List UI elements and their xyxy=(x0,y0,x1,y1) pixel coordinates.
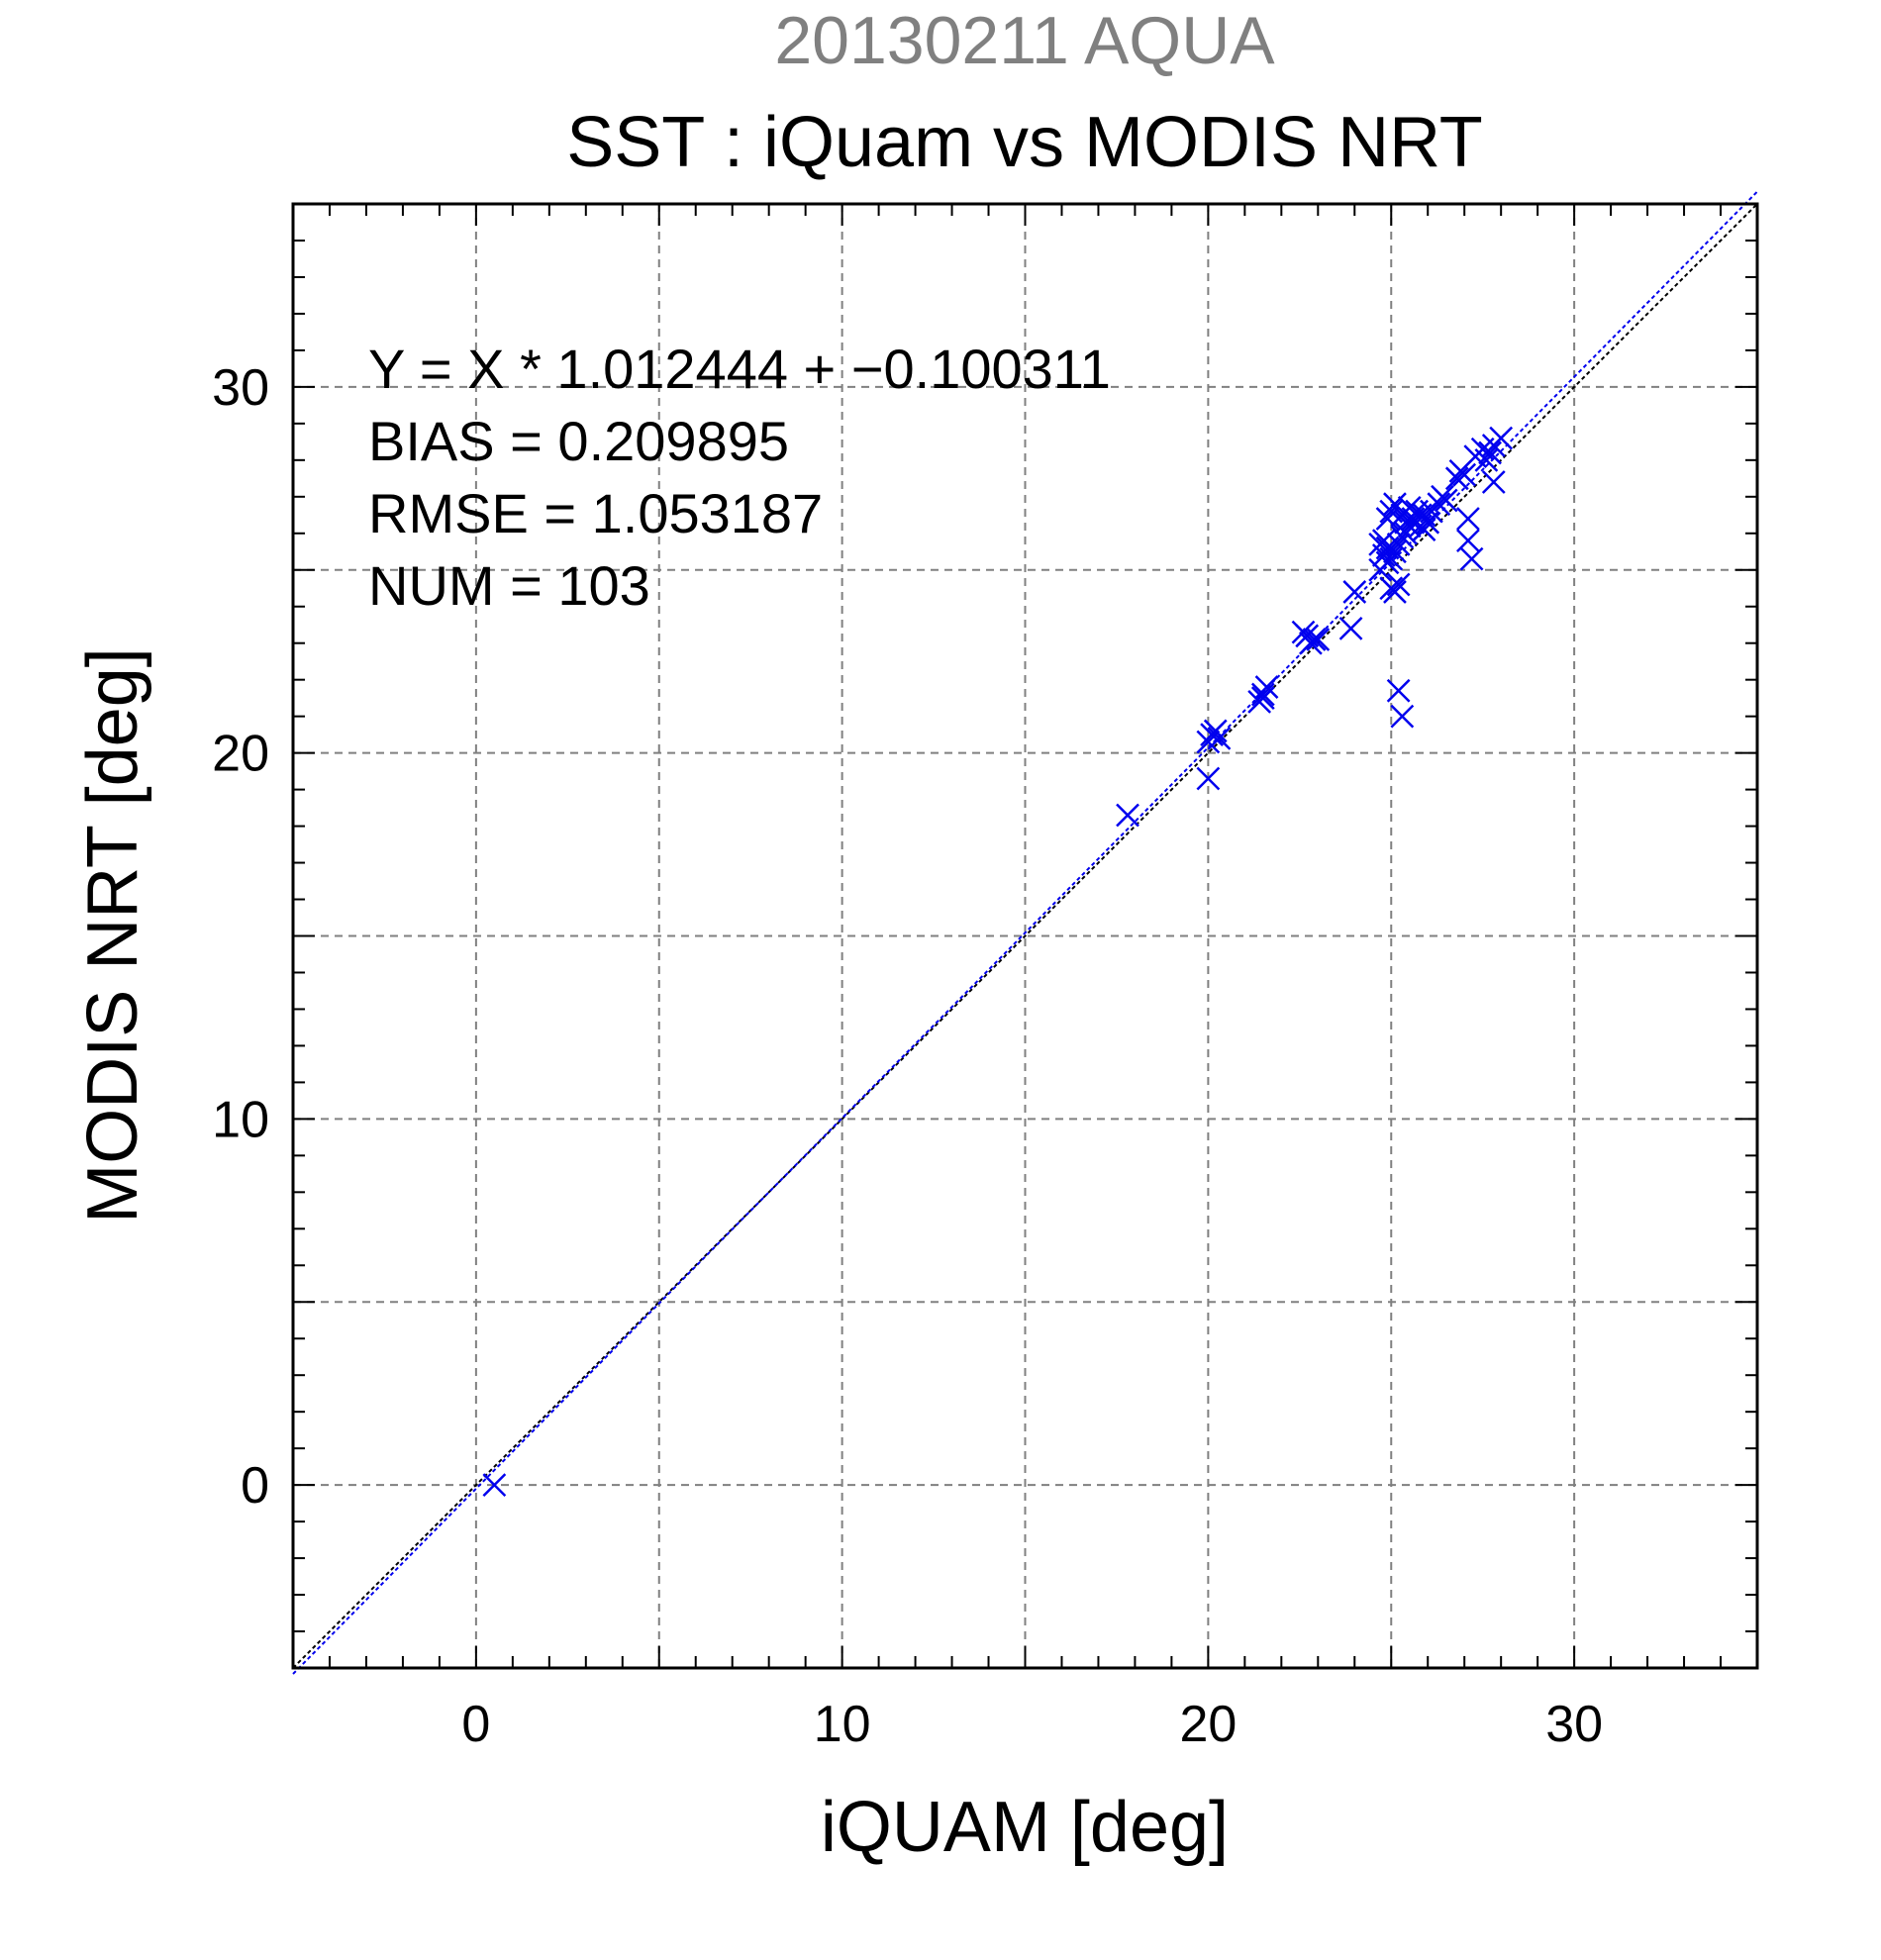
date-title: 20130211 AQUA xyxy=(774,3,1275,78)
data-point xyxy=(1302,628,1327,651)
data-point xyxy=(1408,514,1433,539)
y-tick-label: 20 xyxy=(212,726,269,783)
y-tick-label: 0 xyxy=(241,1457,269,1515)
data-point xyxy=(482,1473,507,1498)
data-point xyxy=(1456,529,1480,553)
data-point xyxy=(1383,539,1407,564)
stats-annotation: Y = X * 1.012444 + −0.100311 BIAS = 0.20… xyxy=(368,338,1111,617)
data-point xyxy=(1394,521,1418,545)
grid-lines xyxy=(293,204,1757,1668)
x-tick-label: 20 xyxy=(1179,1696,1237,1753)
x-tick-label: 10 xyxy=(814,1696,871,1753)
data-point xyxy=(1481,470,1506,494)
identity-line xyxy=(292,203,1758,1669)
rmse-value: RMSE = 1.053187 xyxy=(368,482,823,544)
data-point xyxy=(1379,546,1404,571)
x-axis-label: iQUAM [deg] xyxy=(821,1788,1229,1867)
regression-lines xyxy=(292,190,1758,1675)
regression-equation: Y = X * 1.012444 + −0.100311 xyxy=(368,338,1111,400)
data-point xyxy=(1386,572,1411,597)
y-tick-label: 30 xyxy=(212,359,269,417)
data-point xyxy=(1306,628,1331,651)
count-value: NUM = 103 xyxy=(368,554,650,617)
data-point xyxy=(1452,462,1477,487)
data-point xyxy=(1459,546,1484,571)
data-point xyxy=(1116,803,1139,828)
data-point xyxy=(1474,447,1499,472)
data-point xyxy=(1375,507,1400,531)
plot-frame xyxy=(291,202,1759,1670)
fit-line xyxy=(292,190,1758,1675)
data-point xyxy=(1250,686,1275,711)
data-point xyxy=(1478,441,1502,465)
data-point xyxy=(1196,766,1221,791)
x-tick-label: 0 xyxy=(461,1696,490,1753)
y-tick-label: 10 xyxy=(212,1091,269,1148)
data-point xyxy=(1203,719,1228,743)
tick-labels: 0 10 20 30 0 10 20 30 xyxy=(212,359,1603,1753)
bias-value: BIAS = 0.209895 xyxy=(368,410,789,472)
data-point xyxy=(1383,492,1407,517)
data-point xyxy=(1434,488,1458,513)
data-point xyxy=(1456,507,1480,531)
data-point xyxy=(1386,532,1411,556)
data-point xyxy=(1383,580,1407,604)
data-point xyxy=(1338,617,1363,640)
data-point xyxy=(1390,704,1415,729)
data-point xyxy=(1342,580,1367,604)
data-point xyxy=(1386,678,1411,703)
data-point xyxy=(1489,426,1514,450)
data-point xyxy=(1444,466,1469,491)
data-point xyxy=(1397,496,1422,520)
x-tick-label: 30 xyxy=(1545,1696,1603,1753)
y-axis-label: MODIS NRT [deg] xyxy=(73,647,152,1224)
data-points xyxy=(482,426,1514,1498)
data-point xyxy=(1250,682,1275,707)
data-point xyxy=(1427,492,1451,517)
data-point xyxy=(1207,726,1232,750)
chart-title: SST : iQuam vs MODIS NRT xyxy=(566,103,1483,182)
